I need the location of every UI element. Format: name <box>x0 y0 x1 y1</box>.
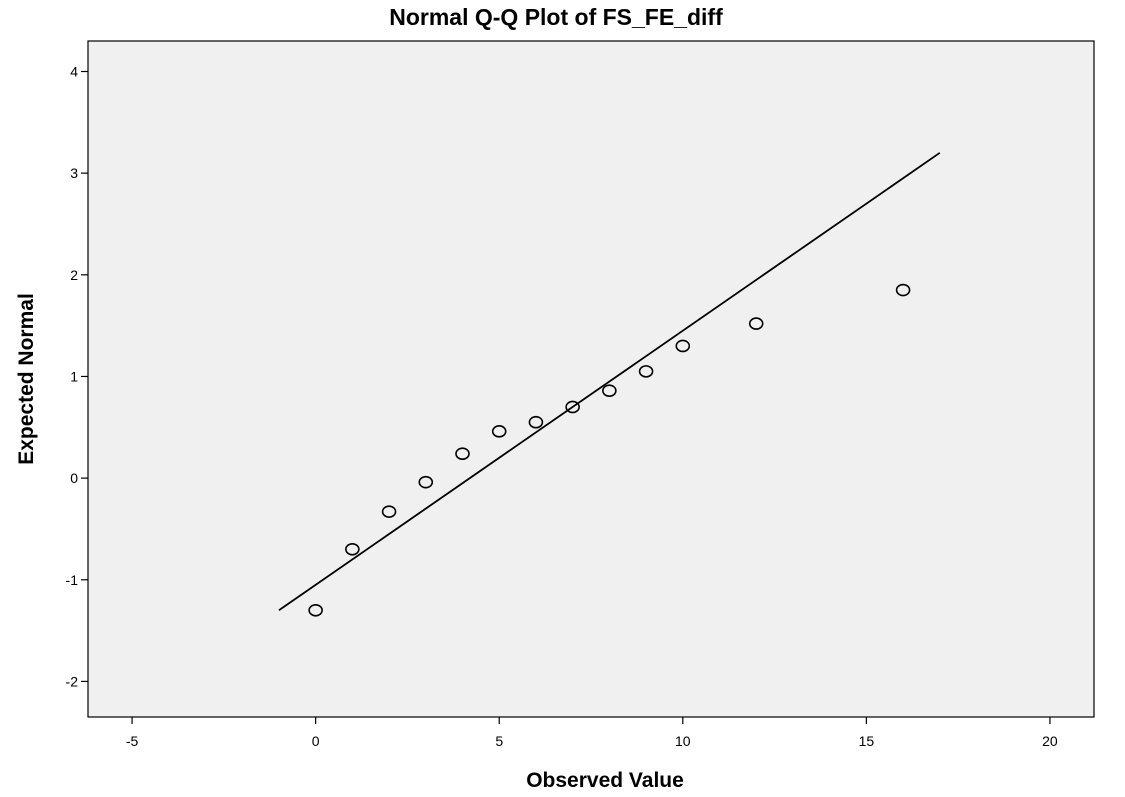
x-tick-label: -5 <box>126 733 139 749</box>
x-tick-label: 15 <box>859 733 875 749</box>
data-point <box>308 603 323 617</box>
reference-line-layer <box>278 152 941 612</box>
y-tick-label: 4 <box>70 63 78 79</box>
x-axis: -5 0 5 10 15 20 <box>126 717 1058 749</box>
x-tick-label: 0 <box>312 733 320 749</box>
data-point <box>638 365 654 378</box>
y-tick-label: 2 <box>70 267 78 283</box>
data-points <box>308 283 911 617</box>
y-tick-label: 3 <box>70 165 78 181</box>
data-point <box>748 317 764 330</box>
data-point <box>418 475 434 489</box>
x-tick-label: 5 <box>495 733 503 749</box>
plot-area <box>87 40 1095 718</box>
data-point <box>381 505 397 518</box>
y-tick-label: 1 <box>70 368 78 384</box>
x-axis-label: Observed Value <box>526 769 684 792</box>
data-point <box>565 400 580 414</box>
y-tick-label: -1 <box>66 572 79 588</box>
data-point <box>675 339 691 353</box>
data-point <box>602 384 617 397</box>
reference-line <box>278 152 941 612</box>
data-point <box>455 447 470 461</box>
y-tick-label: -2 <box>66 673 79 689</box>
data-point <box>345 542 360 556</box>
x-tick-label: 20 <box>1042 733 1058 749</box>
x-tick-label: 10 <box>675 733 691 749</box>
y-tick-label: 0 <box>70 470 78 486</box>
data-point <box>895 283 911 297</box>
data-point <box>528 415 544 429</box>
data-point <box>491 425 507 438</box>
y-axis-label: Expected Normal <box>15 293 38 465</box>
y-axis: -2 -1 0 1 2 3 4 <box>66 63 88 689</box>
chart-title: Normal Q-Q Plot of FS_FE_diff <box>389 4 723 30</box>
